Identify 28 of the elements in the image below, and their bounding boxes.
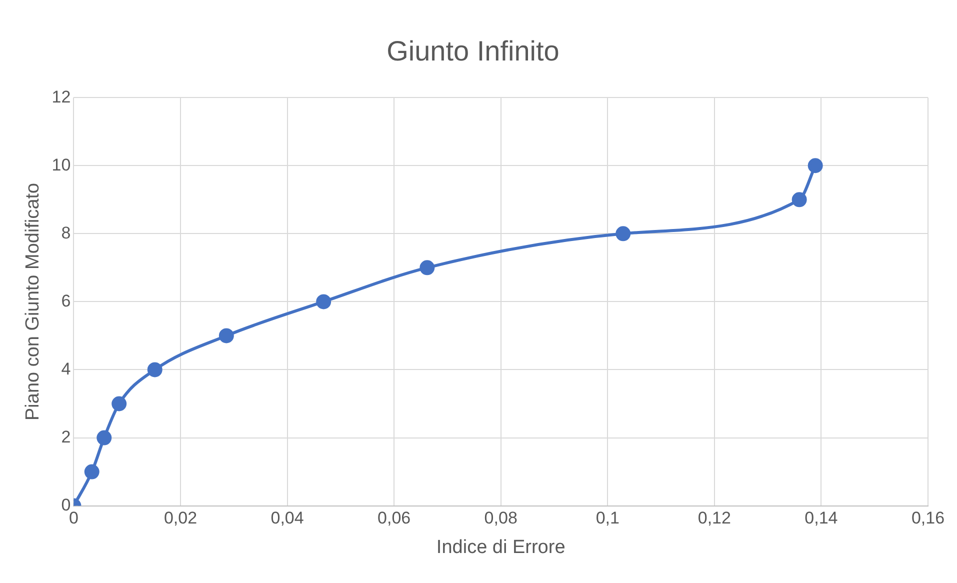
- point: [84, 464, 100, 480]
- y-axis-title: Piano con Giunto Modificato: [22, 182, 44, 421]
- point: [147, 362, 162, 378]
- x-tick-label: 0,04: [270, 508, 304, 528]
- x-tick-label: 0,14: [804, 508, 838, 528]
- y-tick-label: 2: [61, 427, 71, 446]
- x-axis-title: Indice di Errore: [436, 536, 566, 558]
- point: [218, 328, 234, 344]
- point: [112, 396, 127, 412]
- x-tick-label: 0,1: [596, 508, 620, 528]
- point: [792, 192, 807, 208]
- y-tick-label: 6: [61, 291, 71, 310]
- x-tick-label: 0,16: [911, 508, 945, 528]
- point: [420, 260, 435, 276]
- y-tick-label: 12: [52, 87, 71, 106]
- x-tick-label: 0,06: [378, 508, 411, 528]
- y-tick-label: 10: [52, 155, 71, 174]
- x-tick-label: 0,08: [484, 508, 518, 528]
- x-tick-label: 0,02: [164, 508, 198, 528]
- chart-title: Giunto Infinito: [386, 36, 560, 67]
- y-tick-label: 8: [61, 223, 71, 242]
- y-tick-label: 4: [61, 359, 71, 378]
- point: [616, 226, 631, 242]
- point: [808, 158, 823, 174]
- x-tick-label: 0,12: [698, 508, 731, 528]
- y-tick-label: 0: [61, 495, 71, 514]
- point: [316, 294, 332, 310]
- point: [96, 430, 112, 446]
